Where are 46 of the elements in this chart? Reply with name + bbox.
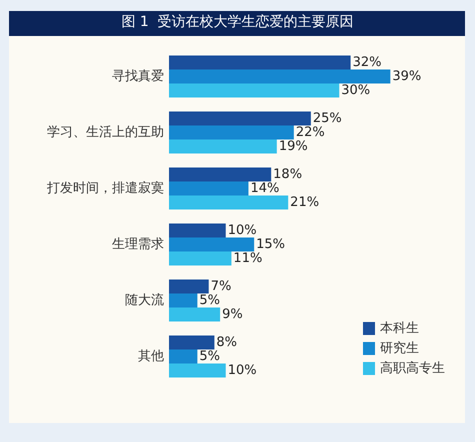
data-label: 39% (392, 69, 422, 84)
bar (169, 224, 226, 238)
chart-title: 图 1 受访在校大学生恋爱的主要原因 (121, 14, 354, 30)
data-label: 11% (233, 251, 262, 266)
legend-label: 高职高专生 (380, 360, 445, 376)
bar (169, 168, 272, 182)
data-label: 10% (228, 223, 257, 238)
data-label: 22% (296, 125, 325, 140)
bar (169, 252, 232, 266)
data-label: 7% (210, 279, 232, 294)
bar (169, 112, 311, 126)
data-label: 10% (228, 363, 257, 378)
bar (169, 84, 340, 98)
bar (169, 70, 390, 84)
y-tick-label: 学习、生活上的互助 (47, 125, 164, 140)
data-label: 14% (250, 181, 280, 196)
data-label: 19% (278, 139, 308, 154)
bar (169, 294, 198, 308)
data-label: 25% (312, 111, 342, 126)
data-label: 18% (273, 167, 302, 182)
data-label: 15% (256, 237, 286, 252)
data-label: 9% (222, 307, 243, 322)
bar (169, 196, 288, 210)
bar (169, 56, 351, 70)
bar (169, 140, 277, 154)
y-tick-label: 寻找真爱 (112, 69, 164, 84)
bar (169, 308, 220, 322)
bar (169, 336, 214, 350)
data-label: 30% (341, 83, 370, 98)
data-label: 8% (216, 335, 238, 350)
bar (169, 350, 198, 364)
data-label: 5% (199, 293, 220, 308)
data-label: 5% (199, 349, 220, 364)
y-tick-label: 打发时间，排遣寂寞 (46, 180, 164, 196)
bar (169, 182, 248, 196)
legend-label: 本科生 (380, 321, 419, 336)
data-label: 32% (352, 55, 382, 70)
bar (169, 364, 226, 378)
y-tick-label: 随大流 (125, 292, 164, 308)
bar (169, 126, 294, 140)
y-tick-label: 其他 (138, 349, 164, 364)
legend-label: 研究生 (380, 341, 419, 356)
bar (169, 280, 209, 294)
data-label: 21% (290, 195, 320, 210)
y-tick-label: 生理需求 (112, 237, 164, 252)
bar (169, 238, 254, 252)
